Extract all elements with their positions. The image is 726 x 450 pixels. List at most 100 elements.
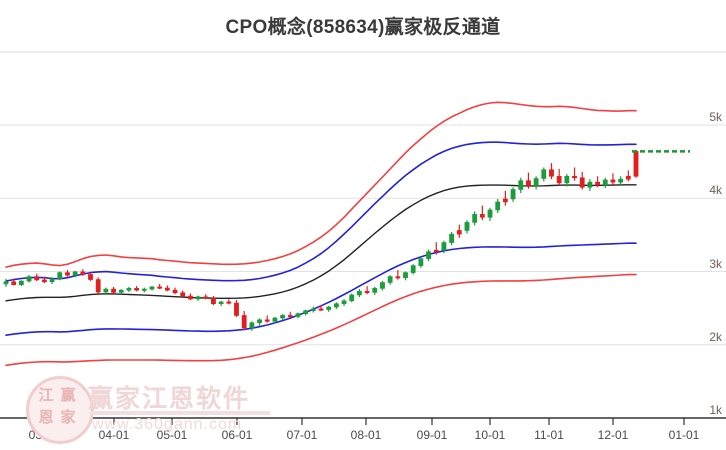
candle-body — [456, 230, 462, 235]
y-axis-label: 4k — [709, 183, 722, 198]
candle-body — [164, 287, 170, 291]
x-axis-label: 11-01 — [534, 428, 564, 442]
candle-body — [280, 315, 285, 319]
candle-body — [49, 278, 55, 283]
candle-body — [295, 313, 301, 317]
candle-body — [618, 178, 624, 183]
x-axis-label: 06-01 — [221, 428, 253, 442]
x-axis-label: 08-01 — [350, 428, 382, 442]
candle-body — [134, 288, 140, 291]
candle-body — [187, 295, 193, 300]
x-axis-label: 05-01 — [156, 428, 188, 442]
candle-body — [364, 290, 370, 293]
candle-body — [380, 282, 385, 289]
y-axis-label: 2k — [709, 329, 722, 344]
candle-body — [218, 301, 224, 305]
band-line-4 — [5, 273, 637, 367]
x-axis-label: 10-01 — [474, 428, 506, 442]
candle-body — [510, 189, 516, 200]
candle-body — [241, 315, 247, 329]
candle-body — [625, 175, 631, 180]
candle-body — [572, 175, 577, 179]
candle-body — [234, 302, 239, 316]
candle-body — [180, 292, 186, 297]
candle-body — [26, 276, 32, 282]
candle-body — [587, 181, 593, 188]
page-title: CPO概念(858634)赢家极反通道 — [225, 17, 501, 38]
candle-body — [157, 286, 163, 289]
candle-body — [387, 276, 393, 283]
candle-body — [318, 308, 324, 311]
candle-body — [541, 169, 547, 179]
candle-body — [418, 258, 424, 266]
candle-body — [118, 289, 124, 293]
channel-bands — [5, 101, 637, 367]
candle-body — [357, 290, 362, 296]
candle-body — [526, 180, 531, 187]
candle-body — [172, 289, 178, 294]
band-line-2 — [5, 184, 637, 302]
candle-body — [349, 294, 355, 302]
candle-body — [18, 280, 24, 285]
x-axis-label: 01-01 — [668, 428, 700, 442]
candlestick-series — [3, 149, 639, 331]
candle-body — [556, 175, 562, 184]
candle-body — [449, 233, 455, 243]
x-axis-label: 03-01 — [28, 428, 60, 442]
candle-body — [533, 178, 539, 187]
candle-body — [341, 300, 347, 305]
candle-body — [103, 288, 109, 293]
candle-body — [126, 288, 132, 291]
candle-body — [495, 201, 501, 211]
y-axis-label: 1k — [709, 403, 722, 417]
candle-body — [3, 281, 9, 285]
candle-body — [479, 214, 485, 218]
candle-body — [195, 296, 201, 300]
candle-body — [249, 322, 255, 329]
candle-body — [595, 181, 600, 186]
x-axis-label: 09-01 — [416, 428, 448, 442]
candle-body — [403, 272, 408, 279]
candle-body — [65, 272, 70, 276]
candle-body — [303, 310, 309, 314]
candle-body — [95, 279, 101, 293]
x-axis-label: 04-01 — [98, 428, 130, 442]
y-axis-label: 3k — [709, 256, 722, 271]
candle-body — [310, 308, 316, 311]
x-axis-label: 07-01 — [286, 428, 318, 442]
candle-body — [441, 242, 447, 251]
candle-body — [226, 301, 232, 304]
candle-body — [80, 271, 86, 275]
candle-body — [464, 222, 470, 231]
candle-body — [42, 279, 47, 283]
gridlines — [0, 51, 726, 419]
candle-body — [602, 179, 608, 186]
candle-body — [149, 286, 155, 290]
candle-body — [141, 288, 147, 291]
band-line-1 — [5, 141, 637, 282]
candle-body — [326, 306, 332, 310]
candle-body — [610, 179, 616, 183]
candle-body — [272, 317, 278, 322]
candle-body — [564, 175, 570, 184]
candle-body — [372, 288, 378, 293]
candle-body — [264, 319, 270, 322]
axis-lines — [0, 417, 726, 425]
candle-body — [410, 265, 416, 273]
candle-body — [57, 272, 63, 280]
candle-body — [472, 214, 478, 223]
candle-body — [518, 180, 524, 190]
candle-body — [72, 271, 78, 276]
candle-body — [433, 249, 439, 253]
band-line-0 — [5, 101, 637, 268]
candle-body — [395, 276, 401, 279]
candle-body — [426, 251, 431, 259]
y-axis-label: 5k — [709, 110, 722, 124]
candle-body — [88, 274, 93, 280]
candle-body — [502, 198, 508, 203]
candle-body — [111, 288, 116, 293]
candle-body — [579, 177, 585, 188]
candle-body — [487, 209, 493, 218]
candle-body — [549, 169, 554, 177]
